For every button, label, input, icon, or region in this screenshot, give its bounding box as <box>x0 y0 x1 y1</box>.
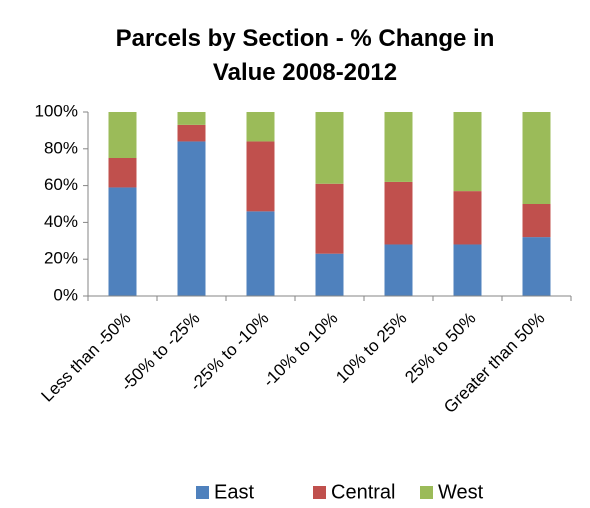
bar-segment <box>108 112 137 158</box>
bar-segment <box>453 191 482 245</box>
y-tick-label: 60% <box>44 175 78 194</box>
x-tick-label: 10% to 25% <box>332 309 410 387</box>
bar-segment <box>246 112 275 142</box>
legend-swatch <box>313 486 326 499</box>
x-tick-label: -10% to 10% <box>259 309 341 391</box>
x-tick-label: Less than -50% <box>38 309 135 406</box>
bar-segment <box>453 112 482 192</box>
bar-segment <box>315 253 344 296</box>
y-tick-label: 20% <box>44 249 78 268</box>
legend-label: East <box>214 481 254 503</box>
y-tick-label: 80% <box>44 138 78 157</box>
bar-segment <box>177 124 206 142</box>
bar-segment <box>522 204 551 238</box>
chart-title: Parcels by Section - % Change in Value 2… <box>115 25 495 86</box>
legend-label: Central <box>331 481 395 503</box>
bar-segment <box>315 112 344 184</box>
bar-segment <box>522 112 551 204</box>
bar-segment <box>453 244 482 296</box>
bar-segment <box>108 187 137 296</box>
legend-swatch <box>196 486 209 499</box>
legend-swatch <box>420 486 433 499</box>
y-tick-label: 40% <box>44 212 78 231</box>
bar-segment <box>384 112 413 182</box>
legend-label: West <box>438 481 484 503</box>
bar-segment <box>246 211 275 296</box>
bar-segment <box>246 141 275 212</box>
bar-segment <box>384 244 413 296</box>
y-tick-label: 100% <box>35 101 78 120</box>
bar-segment <box>177 141 206 296</box>
bar-segment <box>522 237 551 296</box>
bar-segment <box>315 183 344 254</box>
bar-segment <box>384 181 413 245</box>
bar-segment <box>177 112 206 125</box>
y-tick-label: 0% <box>53 285 78 304</box>
bar-segment <box>108 158 137 188</box>
